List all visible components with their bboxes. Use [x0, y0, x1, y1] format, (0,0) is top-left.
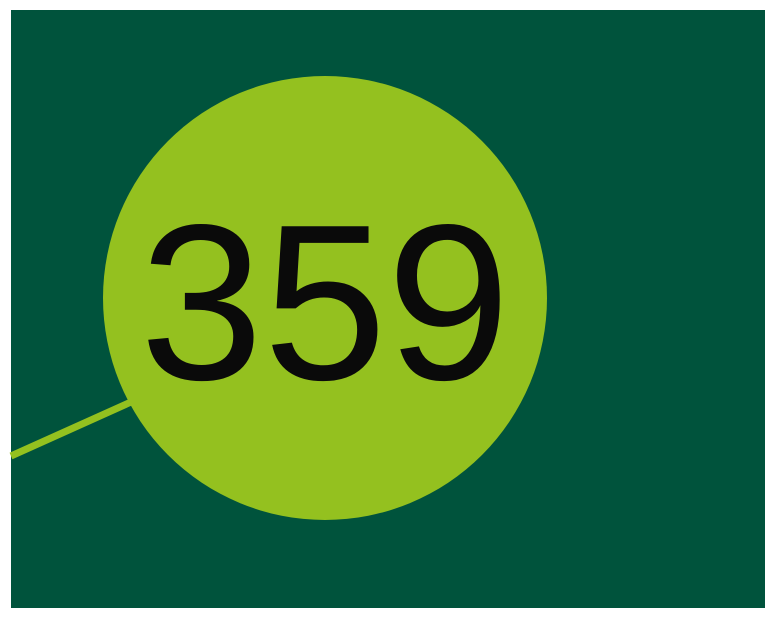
badge-label: 359 — [140, 179, 510, 427]
badge-circle — [103, 76, 547, 520]
connector-line — [9, 394, 142, 460]
